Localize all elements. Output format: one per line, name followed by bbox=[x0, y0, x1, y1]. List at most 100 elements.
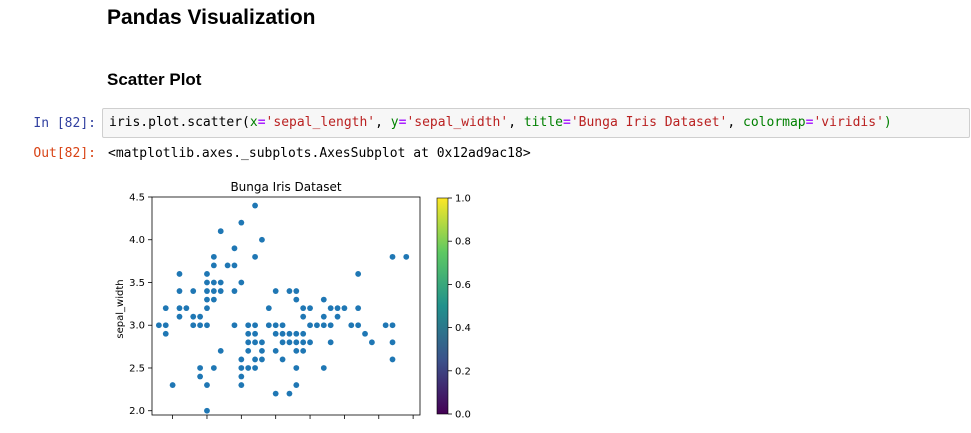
scatter-point bbox=[252, 202, 258, 209]
scatter-point bbox=[389, 253, 396, 260]
scatter-point bbox=[293, 296, 300, 303]
scatter-point bbox=[245, 322, 252, 329]
scatter-point bbox=[190, 288, 197, 294]
y-tick-label: 4.5 bbox=[129, 193, 145, 204]
scatter-point bbox=[320, 365, 327, 371]
colorbar-ticks: 0.0 0.2 0.4 0.6 0.8 1.0 bbox=[448, 194, 471, 421]
code-token: 'sepal_width' bbox=[406, 115, 509, 130]
scatter-point bbox=[272, 330, 279, 337]
scatter-point bbox=[190, 322, 197, 329]
y-axis-ticks: 2.0 2.5 3.0 3.5 4.0 4.5 bbox=[129, 193, 152, 417]
scatter-point bbox=[355, 322, 362, 329]
code-token: x bbox=[249, 115, 258, 130]
code-token: = bbox=[257, 115, 266, 130]
code-token: colormap bbox=[743, 115, 806, 130]
scatter-point bbox=[389, 339, 396, 346]
scatter-point bbox=[272, 288, 279, 294]
scatter-point bbox=[362, 330, 368, 337]
scatter-point bbox=[169, 382, 176, 388]
scatter-point bbox=[279, 356, 286, 363]
scatter-point bbox=[204, 322, 210, 329]
scatter-point bbox=[272, 347, 279, 354]
scatter-point bbox=[348, 322, 355, 329]
scatter-point bbox=[355, 305, 362, 312]
scatter-point bbox=[245, 330, 252, 337]
scatter-point bbox=[314, 322, 320, 329]
colorbar-tick-label: 0.8 bbox=[455, 237, 471, 248]
scatter-point bbox=[272, 322, 279, 329]
scatter-point bbox=[204, 296, 210, 303]
scatter-point bbox=[210, 262, 217, 269]
scatter-point bbox=[183, 305, 190, 312]
code-token: ) bbox=[883, 115, 892, 130]
y-tick-label: 4.0 bbox=[129, 235, 145, 246]
scatter-point bbox=[286, 330, 293, 337]
scatter-point bbox=[238, 382, 245, 388]
colorbar-tick-label: 0.0 bbox=[455, 410, 471, 421]
scatter-point bbox=[252, 365, 258, 371]
scatter-point bbox=[307, 305, 313, 312]
code-token: 'Bunga Iris Dataset' bbox=[570, 115, 728, 130]
scatter-point bbox=[231, 245, 238, 252]
code-token: = bbox=[805, 115, 814, 130]
scatter-point bbox=[252, 330, 258, 337]
code-token: y bbox=[390, 115, 399, 130]
scatter-point bbox=[293, 339, 300, 346]
code-token: title bbox=[523, 115, 563, 130]
scatter-point bbox=[279, 339, 286, 346]
x-axis-ticks bbox=[172, 415, 414, 419]
scatter-point bbox=[176, 288, 183, 294]
scatter-point bbox=[293, 365, 300, 371]
scatter-point bbox=[217, 347, 224, 354]
scatter-point bbox=[286, 339, 293, 346]
chart-title: Bunga Iris Dataset bbox=[230, 180, 341, 194]
scatter-point bbox=[238, 356, 245, 363]
scatter-point bbox=[334, 313, 341, 320]
scatter-plot: Bunga Iris Dataset sepal_width 2.0 2.5 3.0… bbox=[115, 180, 471, 421]
y-tick-label: 2.5 bbox=[129, 363, 145, 374]
input-prompt: In [82]: bbox=[33, 116, 96, 131]
code-token: , bbox=[727, 115, 744, 130]
scatter-point bbox=[231, 262, 238, 269]
scatter-point bbox=[252, 356, 258, 363]
scatter-point bbox=[238, 219, 245, 226]
scatter-point bbox=[245, 339, 252, 346]
scatter-point bbox=[197, 322, 204, 329]
code-cell-input[interactable]: iris.plot.scatter(x='sepal_length', y='s… bbox=[102, 108, 970, 138]
scatter-point bbox=[162, 322, 169, 329]
scatter-point bbox=[259, 347, 265, 354]
scatter-point bbox=[176, 271, 183, 277]
scatter-point bbox=[259, 339, 265, 346]
scatter-point bbox=[265, 322, 272, 329]
scatter-point bbox=[245, 347, 252, 354]
scatter-point bbox=[300, 339, 307, 346]
scatter-point bbox=[355, 271, 362, 277]
scatter-point bbox=[210, 279, 217, 286]
scatter-point bbox=[190, 313, 197, 320]
scatter-point bbox=[300, 347, 307, 354]
scatter-point bbox=[286, 288, 293, 294]
scatter-point bbox=[293, 330, 300, 337]
code-text[interactable]: iris.plot.scatter(x='sepal_length', y='s… bbox=[109, 115, 892, 130]
scatter-point bbox=[217, 288, 224, 294]
scatter-point bbox=[204, 407, 210, 414]
scatter-point bbox=[252, 339, 258, 346]
y-tick-label: 3.5 bbox=[129, 278, 145, 289]
scatter-point bbox=[389, 322, 396, 329]
y-tick-label: 2.0 bbox=[129, 406, 145, 417]
scatter-point bbox=[307, 339, 313, 346]
scatter-point bbox=[341, 305, 348, 312]
scatter-point bbox=[293, 288, 300, 294]
scatter-point bbox=[217, 279, 224, 286]
scatter-point bbox=[403, 253, 410, 260]
colorbar-tick-label: 1.0 bbox=[455, 194, 471, 205]
scatter-point bbox=[272, 390, 279, 397]
code-token: 'viridis' bbox=[813, 115, 884, 130]
scatter-point bbox=[231, 322, 238, 329]
scatter-point bbox=[204, 305, 210, 312]
scatter-point bbox=[300, 305, 307, 312]
scatter-point bbox=[210, 296, 217, 303]
scatter-point bbox=[204, 288, 210, 294]
notebook-heading: Pandas Visualization bbox=[107, 6, 316, 29]
scatter-point bbox=[224, 262, 231, 269]
